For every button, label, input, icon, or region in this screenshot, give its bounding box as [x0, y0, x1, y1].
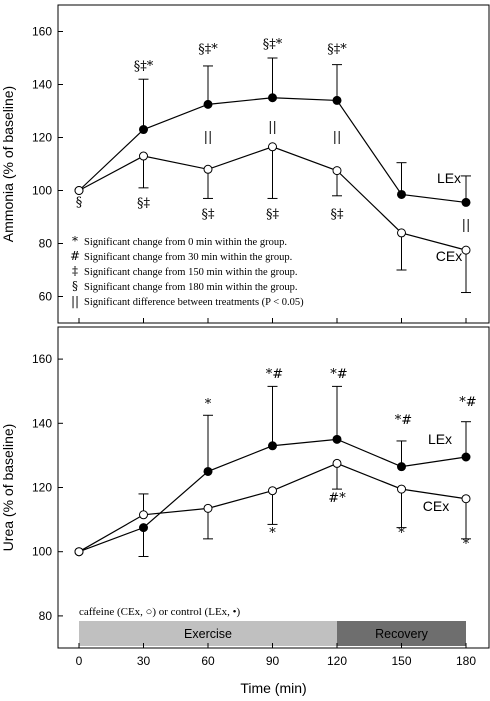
data-point-cex — [74, 547, 84, 557]
data-point-lex — [203, 99, 213, 109]
y-tick-label: 80 — [39, 609, 53, 623]
data-point-lex — [139, 125, 148, 135]
data-point-lex — [397, 462, 406, 472]
treatment-difference-annotation: || — [268, 120, 277, 135]
x-tick-label: 60 — [201, 654, 215, 668]
data-point-cex — [461, 245, 471, 255]
data-point-lex — [268, 93, 277, 103]
phase-label-recovery: Recovery — [375, 627, 429, 641]
y-tick-label: 140 — [32, 78, 52, 92]
legend-text: Significant difference between treatment… — [84, 297, 304, 308]
significance-annotation: #* — [328, 491, 346, 506]
data-point-cex — [139, 510, 148, 520]
legend-text: Significant change from 0 min within the… — [84, 237, 287, 248]
significance-annotation: * — [269, 526, 276, 541]
significance-annotation: §‡* — [263, 37, 283, 52]
legend-symbol: ‡ — [72, 264, 78, 278]
data-point-lex — [268, 441, 277, 451]
significance-annotation: *# — [459, 395, 476, 410]
x-tick-label: 150 — [391, 654, 411, 668]
chart-panel-ammonia: 60 80 100 120 140 160 Ammonia (% of baseline) L… — [0, 4, 490, 324]
y-tick-label: 120 — [32, 131, 52, 145]
treatment-difference-annotation: || — [333, 130, 342, 145]
data-point-cex — [268, 486, 277, 496]
significance-annotation: *# — [395, 413, 412, 428]
data-point-lex — [397, 189, 406, 199]
phase-bar-recovery — [337, 621, 466, 646]
legend-symbol: * — [72, 234, 78, 248]
data-point-lex — [461, 452, 471, 462]
data-point-cex — [203, 503, 213, 513]
legend-symbol: || — [71, 294, 79, 308]
data-point-lex — [139, 523, 148, 533]
legend-text: Significant change from 150 min within t… — [84, 267, 297, 278]
significance-annotation: §‡ — [266, 207, 280, 222]
significance-annotation: §‡* — [327, 42, 347, 57]
data-point-lex — [332, 95, 342, 105]
data-point-cex — [74, 186, 84, 195]
x-tick-label: 120 — [327, 654, 347, 668]
data-point-cex — [268, 142, 277, 152]
y-tick-label: 60 — [39, 290, 53, 304]
data-point-lex — [203, 466, 213, 476]
significance-annotation: §‡ — [202, 207, 216, 222]
significance-annotation: §‡ — [137, 196, 151, 211]
significance-annotation: * — [398, 526, 405, 541]
significance-annotation: §‡* — [134, 59, 154, 74]
data-point-cex — [203, 164, 213, 174]
y-axis-label: Ammonia (% of baseline) — [0, 86, 16, 242]
legend-text: Significant change from 30 min within th… — [84, 252, 292, 263]
data-point-lex — [461, 197, 471, 207]
x-axis-label: Time (min) — [240, 680, 306, 696]
series-label-cex: CEx — [423, 498, 449, 514]
y-tick-label: 80 — [39, 237, 53, 251]
series-label-cex: CEx — [436, 248, 462, 264]
significance-annotation: § — [76, 195, 83, 210]
y-tick-label: 140 — [32, 416, 52, 430]
y-tick-label: 100 — [32, 184, 52, 198]
data-point-lex — [332, 434, 342, 444]
x-tick-label: 180 — [456, 654, 476, 668]
data-point-cex — [397, 484, 406, 494]
x-tick-label: 90 — [266, 654, 280, 668]
data-point-cex — [397, 228, 406, 238]
significance-annotation: §‡ — [331, 207, 345, 222]
data-point-cex — [332, 166, 342, 176]
significance-legend: * Significant change from 0 min within th… — [70, 234, 304, 308]
treatment-difference-annotation: || — [204, 130, 213, 145]
phase-bar-exercise — [79, 621, 337, 646]
significance-annotation: * — [463, 537, 470, 552]
x-tick-label: 0 — [76, 654, 83, 668]
plot-frame — [57, 4, 490, 324]
condition-note: caffeine (CEx, ○) or control (LEx, •) — [79, 606, 241, 618]
legend-symbol: # — [70, 249, 80, 263]
significance-annotation: * — [205, 397, 212, 412]
y-tick-label: 160 — [32, 352, 52, 366]
data-point-cex — [461, 494, 471, 504]
legend-text: Significant change from 180 min within t… — [84, 282, 297, 293]
treatment-difference-annotation: || — [462, 218, 471, 233]
significance-annotation: *# — [330, 367, 347, 382]
y-tick-label: 120 — [32, 481, 52, 495]
data-point-cex — [139, 151, 148, 161]
y-axis-label: Urea (% of baseline) — [0, 424, 16, 552]
x-tick-label: 30 — [137, 654, 151, 668]
chart-panel-urea: Exercise Recovery 80 100 120 140 160 0 30 60 90 120… — [0, 326, 490, 696]
significance-annotation: §‡* — [198, 42, 218, 57]
series-label-lex: LEx — [428, 431, 452, 447]
data-point-cex — [332, 458, 342, 468]
significance-annotation: *# — [266, 367, 283, 382]
phase-label-exercise: Exercise — [184, 627, 232, 641]
series-label-lex: LEx — [437, 170, 461, 186]
y-tick-label: 160 — [32, 25, 52, 39]
y-tick-label: 100 — [32, 545, 52, 559]
legend-symbol: § — [72, 279, 78, 293]
